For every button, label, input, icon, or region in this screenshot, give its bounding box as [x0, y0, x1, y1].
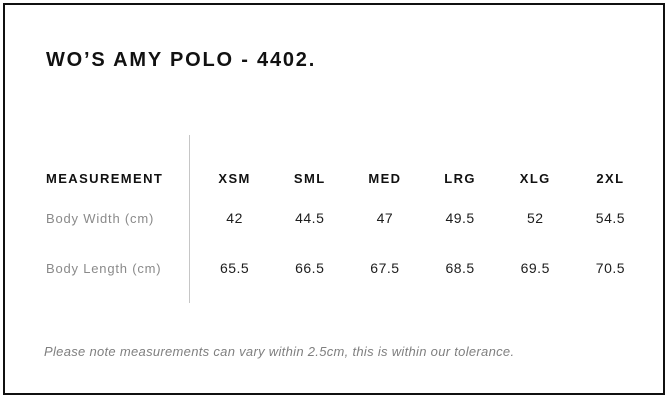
table-row-body-length: Body Length (cm) 65.5 66.5 67.5 68.5 69.…	[46, 256, 648, 280]
table-row-body-width: Body Width (cm) 42 44.5 47 49.5 52 54.5	[46, 206, 648, 230]
tolerance-note: Please note measurements can vary within…	[44, 344, 515, 359]
column-header-xsm: XSM	[218, 170, 251, 186]
cell-body-width-xlg: 52	[526, 210, 544, 226]
measurement-header-label: MEASUREMENT	[46, 170, 164, 186]
cell-body-width-sml: 44.5	[295, 210, 325, 226]
cell-body-length-2xl: 70.5	[595, 260, 626, 276]
table-divider-line	[189, 135, 190, 303]
border-frame	[3, 3, 665, 395]
cell-body-width-med: 47	[376, 210, 394, 226]
cell-body-length-xlg: 69.5	[520, 260, 550, 276]
column-header-lrg: LRG	[444, 170, 476, 186]
row-label-body-length: Body Length (cm)	[46, 260, 162, 276]
cell-body-width-lrg: 49.5	[445, 210, 475, 226]
size-table-header-row: MEASUREMENT XSM SML MED LRG XLG 2XL	[46, 166, 648, 190]
cell-body-length-sml: 66.5	[295, 260, 325, 276]
column-header-2xl: 2XL	[596, 170, 625, 186]
cell-body-length-xsm: 65.5	[219, 260, 250, 276]
column-header-med: MED	[368, 170, 402, 186]
cell-body-length-lrg: 68.5	[445, 260, 475, 276]
column-header-xlg: XLG	[519, 170, 551, 186]
cell-body-width-2xl: 54.5	[595, 210, 626, 226]
column-header-sml: SML	[293, 170, 326, 186]
cell-body-width-xsm: 42	[226, 210, 243, 226]
page-title: WO’S AMY POLO - 4402.	[46, 49, 317, 71]
cell-body-length-med: 67.5	[370, 260, 400, 276]
row-label-body-width: Body Width (cm)	[46, 210, 155, 226]
